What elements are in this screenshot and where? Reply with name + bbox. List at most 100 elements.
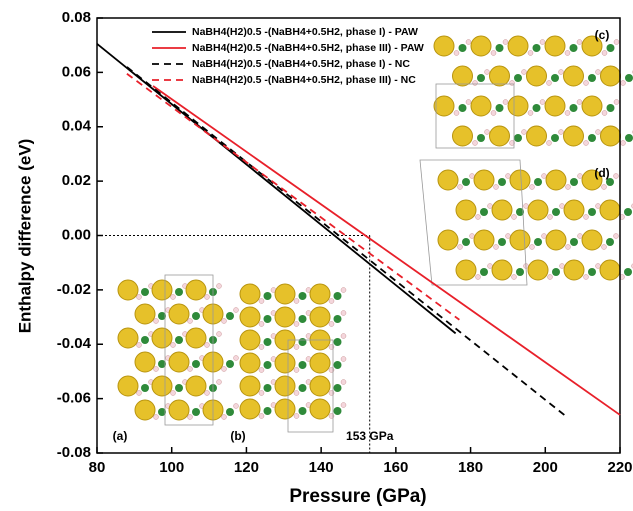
h-atom <box>216 379 222 385</box>
h-atom <box>258 390 265 396</box>
y-tick-label: -0.06 <box>57 390 91 407</box>
na-atom <box>274 352 296 374</box>
b-atom <box>263 384 272 392</box>
h-atom <box>258 413 265 419</box>
h-atom <box>564 110 571 116</box>
na-atom <box>117 375 139 397</box>
na-atom <box>600 125 621 147</box>
h-atom <box>136 390 142 396</box>
h-atom <box>511 274 517 280</box>
h-atom <box>613 173 619 179</box>
x-tick-label: 80 <box>89 459 106 476</box>
h-atom <box>601 110 608 116</box>
b-atom <box>298 338 307 346</box>
b-atom <box>263 292 272 300</box>
b-atom <box>192 360 200 368</box>
b-atom <box>516 208 524 216</box>
na-atom <box>563 65 584 87</box>
b-atom <box>462 238 470 246</box>
h-atom <box>153 366 159 372</box>
b-atom <box>532 44 541 52</box>
h-atom <box>502 39 509 45</box>
b-atom <box>298 361 307 369</box>
h-atom <box>509 140 515 146</box>
h-atom <box>465 99 472 105</box>
x-tick-label: 200 <box>533 459 558 476</box>
h-atom <box>529 244 535 250</box>
b-atom <box>333 315 342 323</box>
h-atom <box>328 321 335 327</box>
na-atom <box>437 169 459 191</box>
h-atom <box>529 184 535 190</box>
na-atom <box>452 65 473 87</box>
na-atom <box>509 169 531 191</box>
b-atom <box>514 134 522 142</box>
b-atom <box>588 74 596 82</box>
x-tick-label: 220 <box>607 459 632 476</box>
h-atom <box>484 69 490 75</box>
b-atom <box>495 104 504 112</box>
na-atom <box>239 306 261 328</box>
h-atom <box>613 39 620 45</box>
h-atom <box>527 110 534 116</box>
h-atom <box>204 390 210 396</box>
h-atom <box>453 110 460 116</box>
h-atom <box>233 355 239 361</box>
h-atom <box>216 331 222 337</box>
b-atom <box>226 360 234 368</box>
b-atom <box>588 208 596 216</box>
h-atom <box>293 413 300 419</box>
h-atom <box>558 129 564 135</box>
na-atom <box>274 306 296 328</box>
na-atom <box>239 329 261 351</box>
b-atom <box>141 336 149 344</box>
b-atom <box>498 238 506 246</box>
b-atom <box>141 384 149 392</box>
h-atom <box>204 294 210 300</box>
h-atom <box>233 403 239 409</box>
na-atom <box>239 398 261 420</box>
h-atom <box>258 367 265 373</box>
panel-label: (b) <box>230 429 245 443</box>
na-atom <box>185 327 207 349</box>
b-atom <box>263 338 272 346</box>
h-atom <box>558 69 564 75</box>
h-atom <box>340 379 347 385</box>
na-atom <box>545 169 567 191</box>
b-atom <box>333 407 342 415</box>
b-atom <box>606 44 615 52</box>
h-atom <box>340 310 347 316</box>
na-atom <box>452 125 473 147</box>
b-atom <box>192 408 200 416</box>
b-atom <box>175 336 183 344</box>
h-atom <box>583 140 589 146</box>
b-atom <box>192 312 200 320</box>
na-atom <box>507 35 529 57</box>
b-atom <box>516 268 524 276</box>
h-atom <box>564 50 571 56</box>
na-atom <box>563 199 585 221</box>
na-atom <box>134 351 156 373</box>
h-atom <box>328 298 335 304</box>
h-atom <box>546 80 552 86</box>
h-atom <box>547 274 553 280</box>
y-tick-label: 0.04 <box>62 118 92 135</box>
b-atom <box>141 288 149 296</box>
h-atom <box>613 233 619 239</box>
h-atom <box>601 244 607 250</box>
b-atom <box>226 408 234 416</box>
na-atom <box>455 259 477 281</box>
na-atom <box>581 229 603 251</box>
h-atom <box>595 129 601 135</box>
na-atom <box>117 327 139 349</box>
b-atom <box>333 384 342 392</box>
na-atom <box>239 375 261 397</box>
reference-label: 153 GPa <box>346 429 394 443</box>
h-atom <box>153 414 159 420</box>
b-atom <box>263 361 272 369</box>
b-atom <box>477 74 485 82</box>
b-atom <box>606 178 614 186</box>
h-atom <box>153 318 159 324</box>
unit-cell <box>287 339 334 433</box>
